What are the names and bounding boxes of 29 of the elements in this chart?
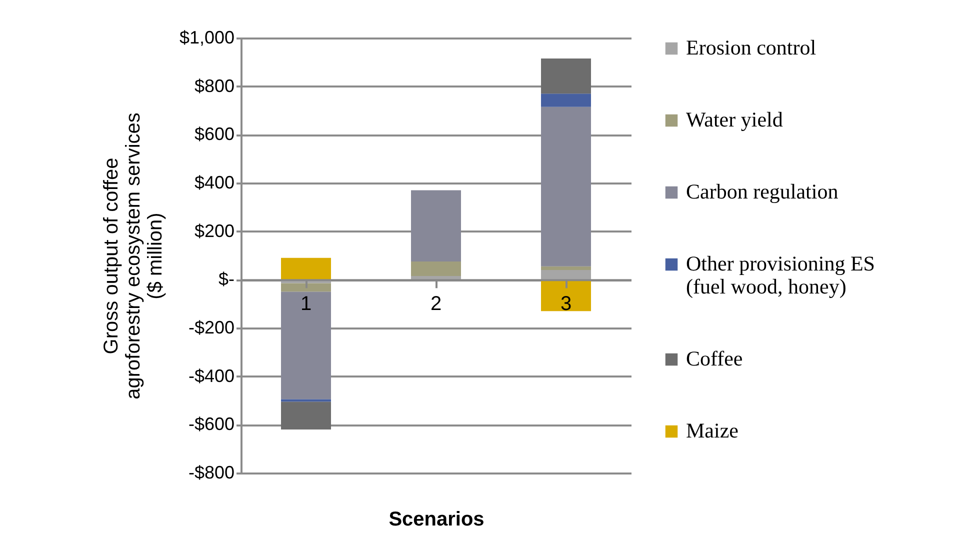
y-tick-label: $800 [194, 76, 234, 96]
y-tick-label: -$800 [188, 462, 234, 482]
x-tick-label: 3 [560, 293, 572, 316]
legend-label: Water yield [686, 108, 784, 132]
y-axis-title: Gross output of coffee agroforestry ecosystem services ($ million) [100, 112, 166, 400]
x-tick-label: 1 [300, 293, 312, 316]
bar [541, 280, 591, 312]
y-tick-label: $1,000 [179, 28, 234, 48]
x-axis-title: Scenarios [388, 508, 484, 530]
y-tick-label: $200 [194, 220, 234, 241]
x-tick-label: 2 [430, 293, 442, 316]
bar [541, 270, 591, 280]
legend-label: Erosion control [686, 36, 816, 60]
y-tick-label: -$200 [188, 318, 234, 338]
y-tick-label: $600 [194, 124, 234, 144]
y-tick-label: -$400 [188, 366, 234, 386]
y-tick-label: $400 [194, 172, 234, 192]
bar [541, 58, 591, 94]
bar [281, 402, 331, 430]
y-tick-label: $- [218, 269, 234, 290]
y-tick-label: -$600 [188, 414, 234, 434]
bar [281, 283, 331, 292]
legend-label: Coffee [686, 346, 743, 370]
bar [541, 94, 591, 107]
legend-label: Other provisioning ES (fuel wood, honey) [686, 252, 875, 298]
legend-label: Carbon regulation [686, 180, 839, 204]
bar [281, 258, 331, 280]
legend-label: Maize [686, 418, 738, 442]
bar [411, 262, 461, 276]
